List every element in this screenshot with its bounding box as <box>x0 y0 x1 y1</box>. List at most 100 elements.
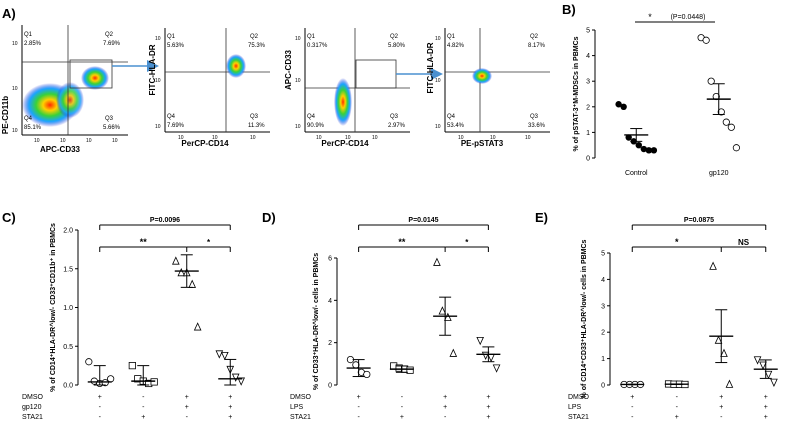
condition-mark: - <box>186 414 189 421</box>
data-point <box>650 147 658 154</box>
panel-label: D) <box>262 210 276 225</box>
data-point <box>620 103 627 111</box>
condition-mark: - <box>676 394 679 401</box>
significance-star: * <box>465 238 469 247</box>
data-point <box>625 134 632 141</box>
data-point <box>720 348 728 357</box>
tick-y: 10 <box>295 36 301 42</box>
y-tick-label: 0.0 <box>63 383 73 390</box>
p-value-label: (P=0.0448) <box>671 14 706 21</box>
data-point <box>101 379 109 387</box>
flow-plot-ylabel: PE-CD11b <box>1 96 10 134</box>
chart-panel-d: D) 0 2 4 6 % of CD33⁺HLA-DR^low/- cells in PB… <box>262 210 501 421</box>
tick-y: 10 <box>12 128 18 134</box>
flow-plot-xlabel: PerCP-CD14 <box>181 139 229 148</box>
data-point <box>645 147 653 154</box>
tick-x: 10 <box>60 138 66 144</box>
data-point <box>753 356 762 365</box>
y-tick-label: 4 <box>586 53 590 60</box>
data-point <box>702 36 710 44</box>
tick-y: 10 <box>435 36 441 42</box>
y-tick-label: 6 <box>328 256 332 263</box>
quad-label: Q1 <box>24 32 33 38</box>
y-tick-label: 3 <box>601 303 605 310</box>
flow-plot-ylabel: FITC-HLA-DR <box>148 44 157 95</box>
condition-mark: - <box>631 414 634 421</box>
data-point <box>492 364 501 373</box>
quad-value: 4.82% <box>447 43 465 49</box>
tick-x: 10 <box>212 135 218 141</box>
data-point <box>709 261 717 270</box>
panel-label: B) <box>562 2 576 17</box>
condition-mark: - <box>357 414 360 421</box>
quad-label: Q1 <box>307 34 316 40</box>
p-value-label: P=0.0875 <box>684 217 714 224</box>
condition-mark: + <box>764 404 768 411</box>
data-point <box>406 366 414 374</box>
y-tick-label: 5 <box>601 251 605 258</box>
data-point <box>714 335 723 344</box>
panel-label: E) <box>535 210 548 225</box>
tick-x: 10 <box>490 135 496 141</box>
tick-y: 10 <box>435 78 441 84</box>
y-tick-label: 4 <box>601 277 605 284</box>
quad-value: 85.1% <box>24 125 42 131</box>
condition-mark: + <box>141 414 145 421</box>
condition-label: LPS <box>568 404 582 411</box>
data-point <box>150 378 158 386</box>
flow-plot-hladr-cd14: FITC-HLA-DR PerCP-CD14 Q1 5.63% Q2 75.3%… <box>148 28 270 148</box>
data-point <box>177 267 186 277</box>
y-axis-label: % of pSTAT-3⁺M-MDSCs in PBMCs <box>573 36 580 151</box>
quad-value: 2.97% <box>388 123 406 129</box>
data-point <box>220 351 229 361</box>
quad-label: Q1 <box>167 34 176 40</box>
p-value-label: P=0.0145 <box>408 217 438 224</box>
y-tick-label: 0 <box>586 156 590 163</box>
data-point <box>707 77 715 85</box>
quad-value: 2.85% <box>24 41 42 47</box>
condition-mark: + <box>400 414 404 421</box>
condition-mark: + <box>486 414 490 421</box>
panel-label: C) <box>2 210 16 225</box>
tick-y: 10 <box>435 124 441 130</box>
y-tick-label: 1 <box>586 130 590 137</box>
quad-label: Q1 <box>447 34 456 40</box>
y-tick-label: 5 <box>586 28 590 35</box>
condition-mark: - <box>99 404 102 411</box>
tick-x: 10 <box>316 135 322 141</box>
tick-y: 10 <box>155 36 161 42</box>
quad-label: Q2 <box>105 32 114 38</box>
tick-y: 10 <box>12 41 18 47</box>
condition-mark: + <box>357 394 361 401</box>
y-tick-label: 0.5 <box>63 344 73 351</box>
condition-mark: + <box>764 414 768 421</box>
tick-x: 10 <box>112 138 118 144</box>
condition-mark: - <box>444 414 447 421</box>
condition-mark: + <box>486 394 490 401</box>
chart-panel-e: E) 0 1 2 3 4 5 % of CD14⁺CD33⁺HLA-DR^low/- cell… <box>535 210 778 421</box>
condition-label: STA21 <box>290 414 311 421</box>
data-point <box>449 348 458 357</box>
data-point <box>640 145 648 153</box>
quad-label: Q3 <box>250 114 259 120</box>
tick-y: 10 <box>12 86 18 92</box>
tick-x: 10 <box>372 135 378 141</box>
condition-mark: + <box>675 414 679 421</box>
condition-mark: + <box>443 394 447 401</box>
data-point <box>231 373 240 382</box>
data-point <box>725 379 734 388</box>
condition-label: gp120 <box>22 404 42 411</box>
y-tick-label: 2 <box>586 104 590 111</box>
tick-x: 10 <box>178 135 184 141</box>
data-point <box>770 378 778 388</box>
data-point <box>759 361 767 370</box>
flow-plot-xlabel: PE-pSTAT3 <box>461 139 504 148</box>
y-tick-label: 0 <box>328 383 332 390</box>
data-point <box>438 306 447 315</box>
flow-plot-ylabel: APC-CD33 <box>284 49 293 90</box>
significance-star: * <box>648 12 652 22</box>
data-point <box>764 370 773 380</box>
p-value-label: P=0.0096 <box>150 217 180 224</box>
quad-value: 53.4% <box>447 123 465 129</box>
data-point <box>444 312 452 321</box>
